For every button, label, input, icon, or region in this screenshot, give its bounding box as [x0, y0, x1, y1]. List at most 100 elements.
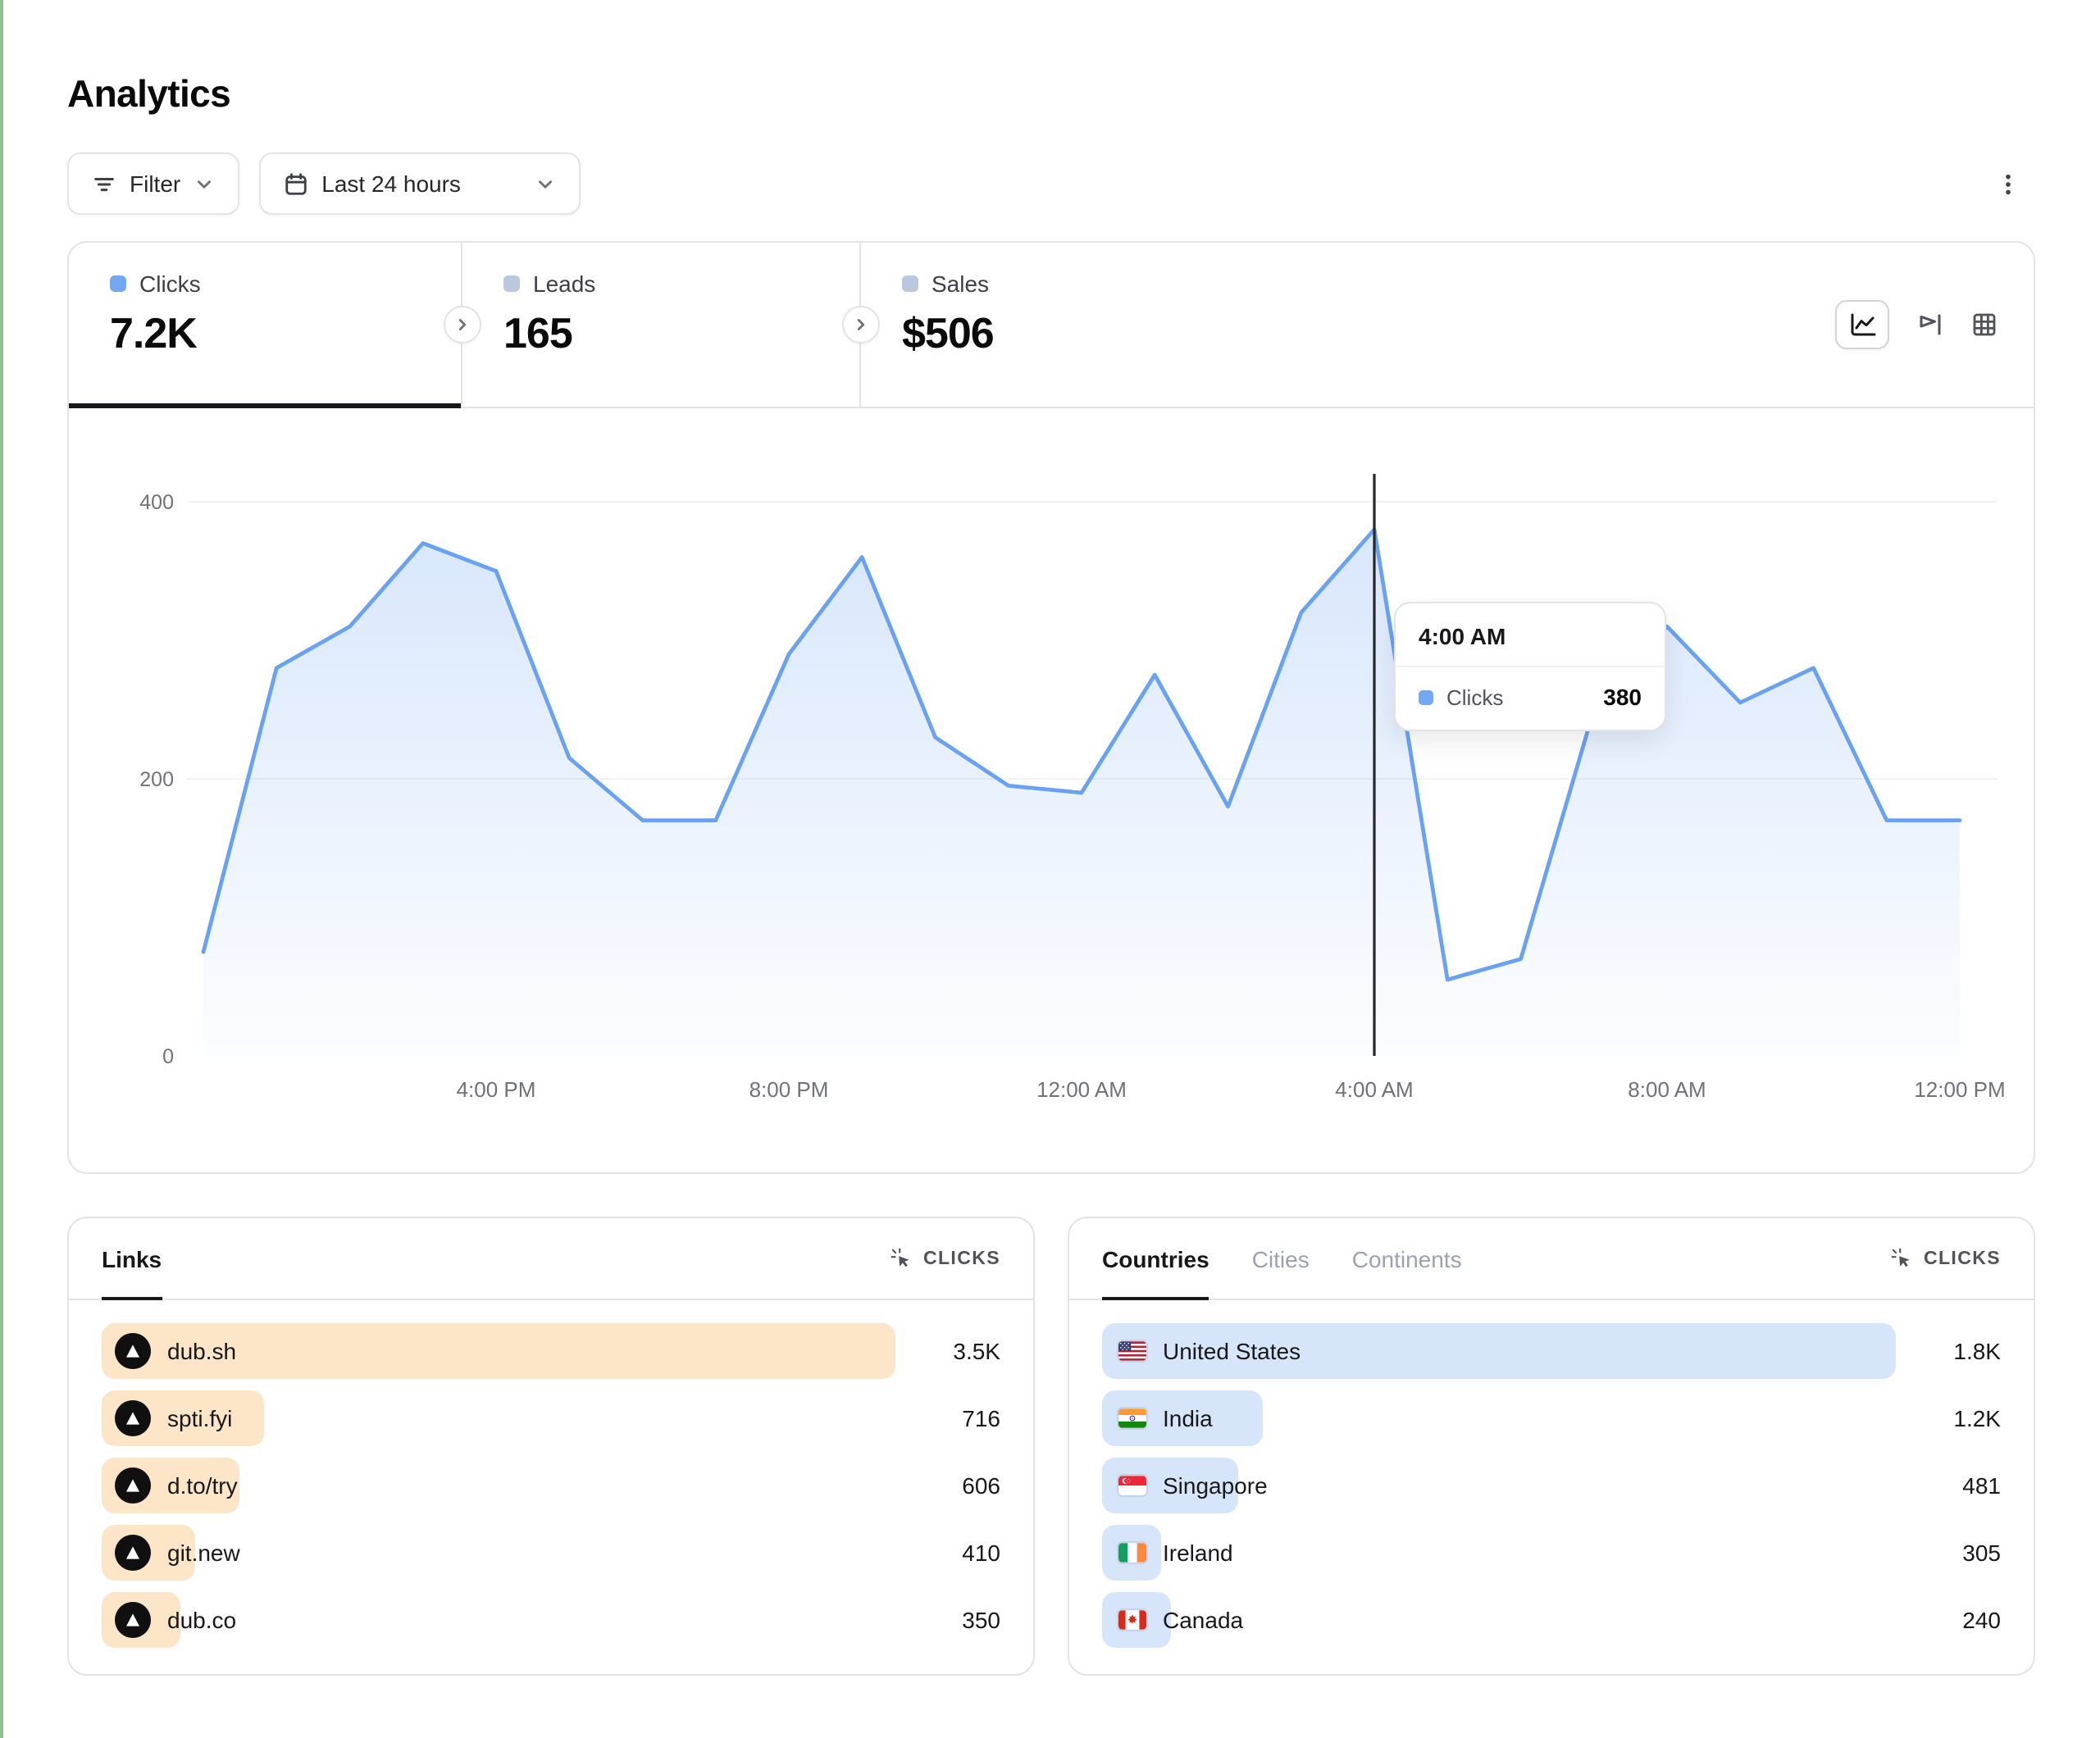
analytics-page: Analytics Filter Last 24 hours	[67, 72, 2035, 1676]
page-title: Analytics	[67, 72, 231, 115]
funnel-flag-icon	[1920, 314, 1941, 335]
svg-text:8:00 PM: 8:00 PM	[749, 1077, 829, 1102]
tooltip-series-dot	[1419, 689, 1433, 704]
sales-legend-dot	[902, 275, 918, 292]
tab-sales[interactable]: Sales $506	[861, 243, 1271, 407]
window-edge-accent	[0, 0, 3, 1738]
country-list-item[interactable]: India 1.2K	[1102, 1390, 2001, 1446]
line-chart-icon	[1850, 313, 1875, 336]
countries-panel: Countries Cities Continents CLICKS	[1068, 1217, 2035, 1676]
tab-clicks[interactable]: Clicks 7.2K	[69, 243, 462, 408]
sales-value: $506	[902, 308, 995, 357]
country-list-item[interactable]: Canada 240	[1102, 1592, 2001, 1648]
dub-logo-icon	[115, 1535, 151, 1571]
metric-label: CLICKS	[922, 1249, 1000, 1268]
country-label: Ireland	[1163, 1540, 1233, 1566]
stat-divider-chevron[interactable]	[842, 306, 880, 344]
link-clicks-value: 3.5K	[953, 1338, 1000, 1364]
links-panel: Links CLICKS dub.sh 3	[67, 1217, 1035, 1676]
cursor-click-icon	[1891, 1248, 1912, 1269]
country-flag-icon	[1118, 1610, 1146, 1630]
filter-label: Filter	[130, 171, 181, 197]
country-flag-icon	[1118, 1341, 1146, 1361]
funnel-view-button[interactable]	[1917, 312, 1943, 338]
filter-icon	[92, 171, 116, 196]
country-clicks-value: 305	[1962, 1540, 2001, 1566]
chevron-right-icon	[857, 319, 865, 330]
svg-text:400: 400	[139, 491, 174, 514]
table-view-button[interactable]	[1971, 312, 1998, 338]
date-range-label: Last 24 hours	[321, 171, 461, 197]
leads-label: Leads	[533, 271, 596, 297]
country-label: Canada	[1163, 1607, 1244, 1633]
tab-continents[interactable]: Continents	[1351, 1245, 1462, 1272]
link-label: dub.sh	[167, 1338, 237, 1364]
link-bar	[102, 1323, 895, 1379]
tab-links[interactable]: Links	[102, 1218, 162, 1300]
clicks-chart[interactable]: 0 200 400 4:00 PM 8:00 PM 12:00 AM 4:00 AM 8:00…	[69, 408, 2034, 1172]
tab-leads[interactable]: Leads 165	[462, 243, 861, 407]
calendar-icon	[284, 171, 308, 196]
svg-text:4:00 AM: 4:00 AM	[1335, 1077, 1413, 1102]
chevron-right-icon	[458, 319, 467, 330]
svg-text:12:00 PM: 12:00 PM	[1914, 1077, 2005, 1102]
leads-legend-dot	[503, 275, 520, 292]
kebab-icon	[1995, 171, 2020, 196]
dub-logo-icon	[115, 1602, 151, 1638]
dub-logo-icon	[115, 1400, 151, 1436]
tab-countries[interactable]: Countries	[1102, 1218, 1210, 1300]
link-label: dub.co	[167, 1607, 237, 1633]
filter-button[interactable]: Filter	[67, 152, 240, 215]
country-list-item[interactable]: Ireland 305	[1102, 1525, 2001, 1581]
tooltip-time: 4:00 AM	[1396, 603, 1665, 667]
country-label: United States	[1163, 1338, 1301, 1364]
link-list-item[interactable]: spti.fyi 716	[102, 1390, 1000, 1446]
link-label: git.new	[167, 1540, 240, 1566]
dub-logo-icon	[115, 1467, 151, 1504]
chevron-down-icon	[535, 173, 556, 194]
chart-tooltip: 4:00 AM Clicks 380	[1394, 602, 1666, 731]
link-label: d.to/try	[167, 1472, 238, 1499]
date-range-button[interactable]: Last 24 hours	[259, 152, 581, 215]
link-list-item[interactable]: dub.co 350	[102, 1592, 1000, 1648]
link-clicks-value: 716	[962, 1405, 1000, 1431]
area-chart[interactable]: 0 200 400 4:00 PM 8:00 PM 12:00 AM 4:00 AM 8:00…	[69, 408, 2034, 1172]
link-clicks-value: 350	[962, 1607, 1000, 1633]
link-list-item[interactable]: git.new 410	[102, 1525, 1000, 1581]
country-clicks-value: 1.2K	[1953, 1405, 2001, 1431]
tooltip-value: 380	[1603, 684, 1642, 710]
more-options-button[interactable]	[1979, 156, 2035, 212]
sales-label: Sales	[932, 271, 990, 297]
chevron-down-icon	[194, 173, 215, 194]
chart-view-toggle	[1835, 300, 1998, 349]
stat-divider-chevron[interactable]	[444, 306, 481, 344]
clicks-legend-dot	[110, 275, 126, 292]
country-flag-icon	[1118, 1408, 1146, 1428]
link-list-item[interactable]: d.to/try 606	[102, 1458, 1000, 1513]
svg-text:8:00 AM: 8:00 AM	[1628, 1077, 1706, 1102]
tooltip-series-label: Clicks	[1446, 685, 1504, 709]
leads-value: 165	[503, 308, 573, 357]
countries-clicks-metric[interactable]: CLICKS	[1891, 1218, 2001, 1299]
country-flag-icon	[1118, 1543, 1146, 1563]
country-clicks-value: 481	[1962, 1472, 2001, 1499]
svg-text:200: 200	[139, 768, 174, 791]
tab-cities[interactable]: Cities	[1251, 1245, 1310, 1272]
links-clicks-metric[interactable]: CLICKS	[891, 1218, 1000, 1299]
country-list-item[interactable]: Singapore 481	[1102, 1458, 2001, 1513]
country-clicks-value: 240	[1962, 1607, 2001, 1633]
country-label: India	[1163, 1405, 1213, 1431]
analytics-card: Clicks 7.2K Leads 165 Sales	[67, 241, 2035, 1174]
link-list-item[interactable]: dub.sh 3.5K	[102, 1323, 1000, 1379]
country-clicks-value: 1.8K	[1953, 1338, 2001, 1364]
stats-header: Clicks 7.2K Leads 165 Sales	[69, 243, 2034, 408]
link-label: spti.fyi	[167, 1405, 233, 1431]
country-flag-icon	[1118, 1476, 1146, 1495]
link-clicks-value: 410	[962, 1540, 1000, 1566]
clicks-label: Clicks	[139, 271, 201, 297]
cursor-click-icon	[891, 1248, 912, 1269]
country-list-item[interactable]: United States 1.8K	[1102, 1323, 2001, 1379]
line-chart-view-button[interactable]	[1835, 300, 1889, 349]
link-clicks-value: 606	[962, 1472, 1000, 1499]
svg-text:12:00 AM: 12:00 AM	[1036, 1077, 1127, 1102]
